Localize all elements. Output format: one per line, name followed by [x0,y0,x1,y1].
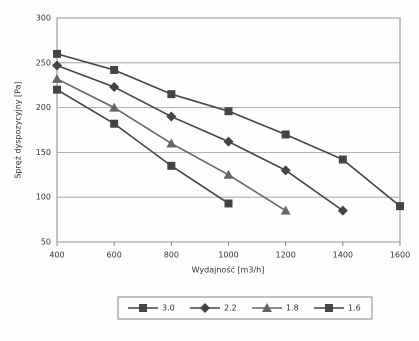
x-tick-label: 800 [164,251,179,260]
marker [166,138,177,148]
marker [167,161,176,170]
y-tick-label: 50 [41,238,51,247]
marker [109,102,120,112]
marker [281,130,290,139]
y-tick-label: 250 [36,58,51,67]
marker [262,303,272,312]
marker [167,90,176,99]
x-tick-label: 600 [107,251,122,260]
marker [166,111,177,122]
x-tick-label: 1000 [218,251,238,260]
marker [396,202,404,211]
marker [280,205,291,215]
legend-label: 1.6 [348,304,361,313]
legend-box [117,296,373,320]
marker [200,303,210,313]
marker [139,304,147,312]
x-tick-label: 400 [49,251,64,260]
marker [224,107,233,116]
legend-label: 3.0 [162,304,175,313]
marker [52,60,62,71]
marker [52,73,62,83]
marker [337,205,348,216]
x-tick-label: 1400 [333,251,353,260]
marker [325,304,333,312]
legend-label: 1.8 [286,304,299,313]
marker [53,85,61,94]
series-line [56,88,229,205]
y-tick-label: 150 [36,148,51,157]
legend-label: 2.2 [224,304,237,313]
series-line [56,64,344,212]
x-axis-label: Wydajność [m3/h] [192,265,265,275]
marker [338,155,347,164]
marker [109,81,120,92]
marker [110,65,119,74]
marker [53,49,61,58]
marker [110,119,119,128]
marker [224,199,233,208]
y-tick-label: 200 [36,103,51,112]
y-tick-label: 300 [36,14,51,23]
y-axis-label: Spręż dyspozycyjny [Pa] [14,81,23,178]
marker [280,165,291,176]
x-tick-label: 1600 [390,251,410,260]
marker [223,136,234,147]
y-tick-label: 100 [36,193,51,202]
marker [223,169,234,179]
x-tick-label: 1200 [275,251,295,260]
